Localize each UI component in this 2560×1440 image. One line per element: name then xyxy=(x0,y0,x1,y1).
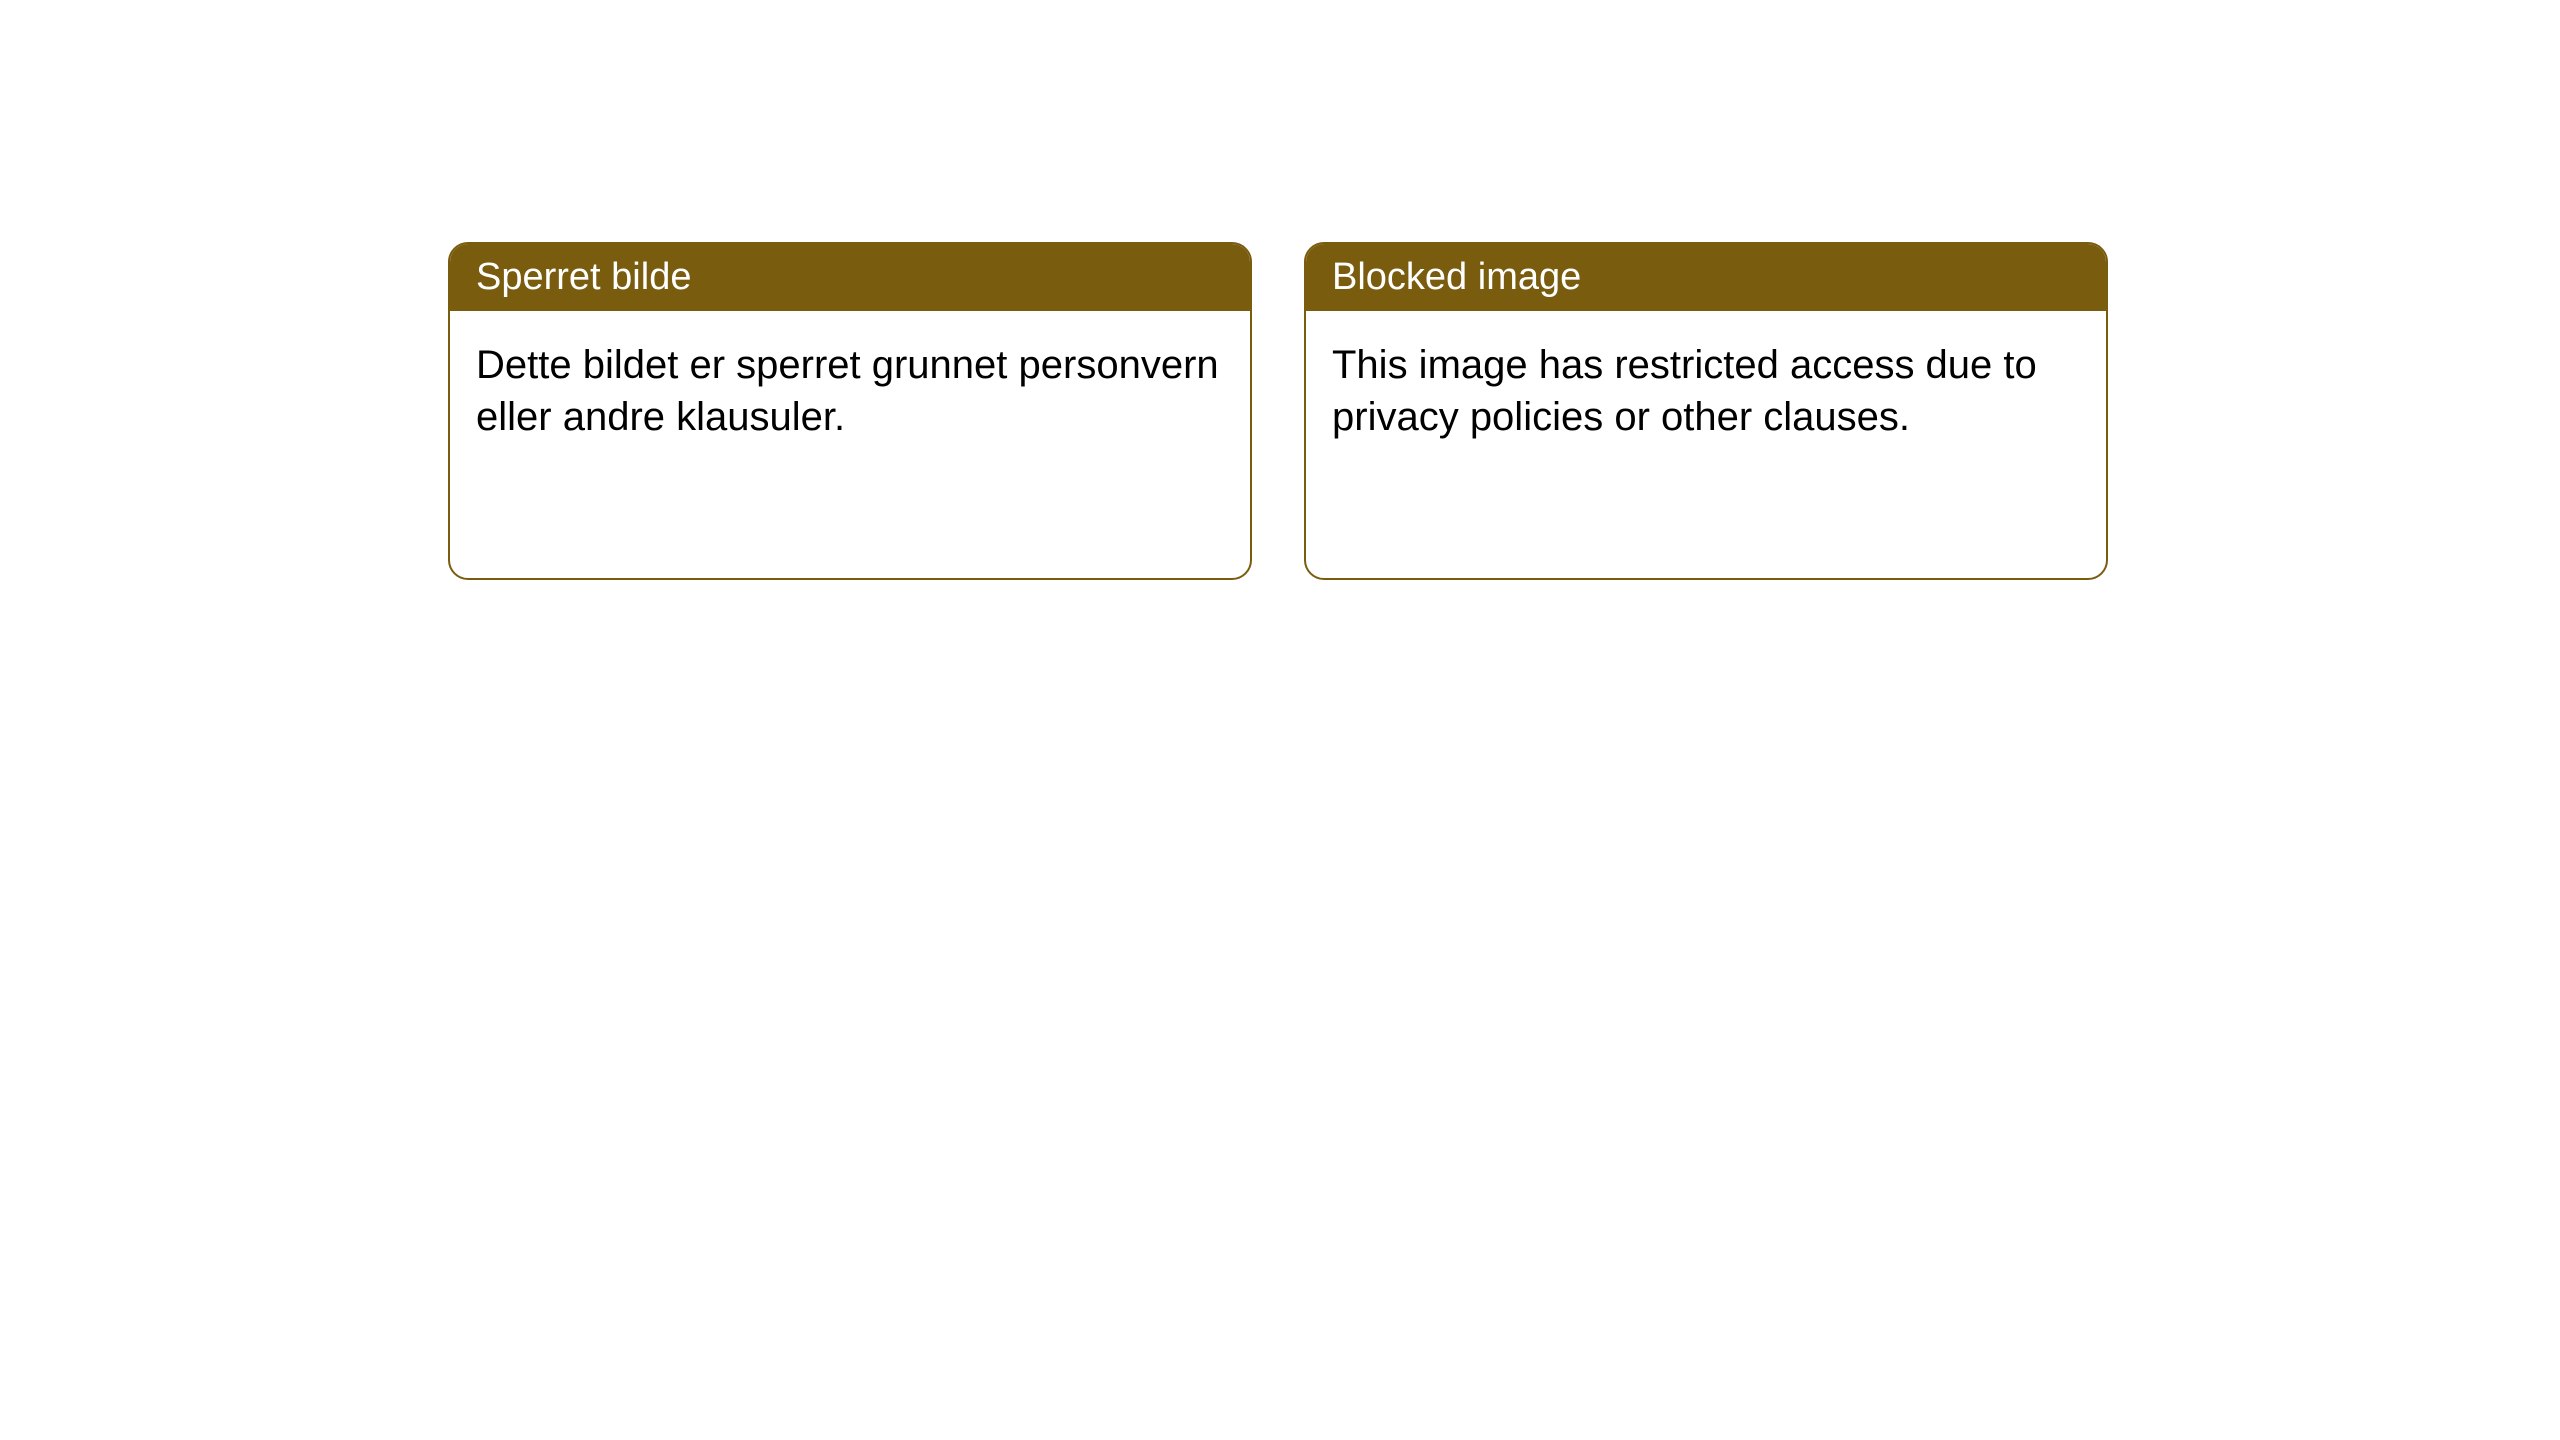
card-body-text: Dette bildet er sperret grunnet personve… xyxy=(476,343,1219,439)
card-body: This image has restricted access due to … xyxy=(1306,311,2106,471)
card-title: Sperret bilde xyxy=(476,256,691,298)
card-norwegian: Sperret bilde Dette bildet er sperret gr… xyxy=(448,242,1252,580)
card-body-text: This image has restricted access due to … xyxy=(1332,343,2037,439)
card-title: Blocked image xyxy=(1332,256,1581,298)
card-header: Blocked image xyxy=(1306,244,2106,311)
card-english: Blocked image This image has restricted … xyxy=(1304,242,2108,580)
card-header: Sperret bilde xyxy=(450,244,1250,311)
cards-container: Sperret bilde Dette bildet er sperret gr… xyxy=(448,242,2108,580)
card-body: Dette bildet er sperret grunnet personve… xyxy=(450,311,1250,471)
